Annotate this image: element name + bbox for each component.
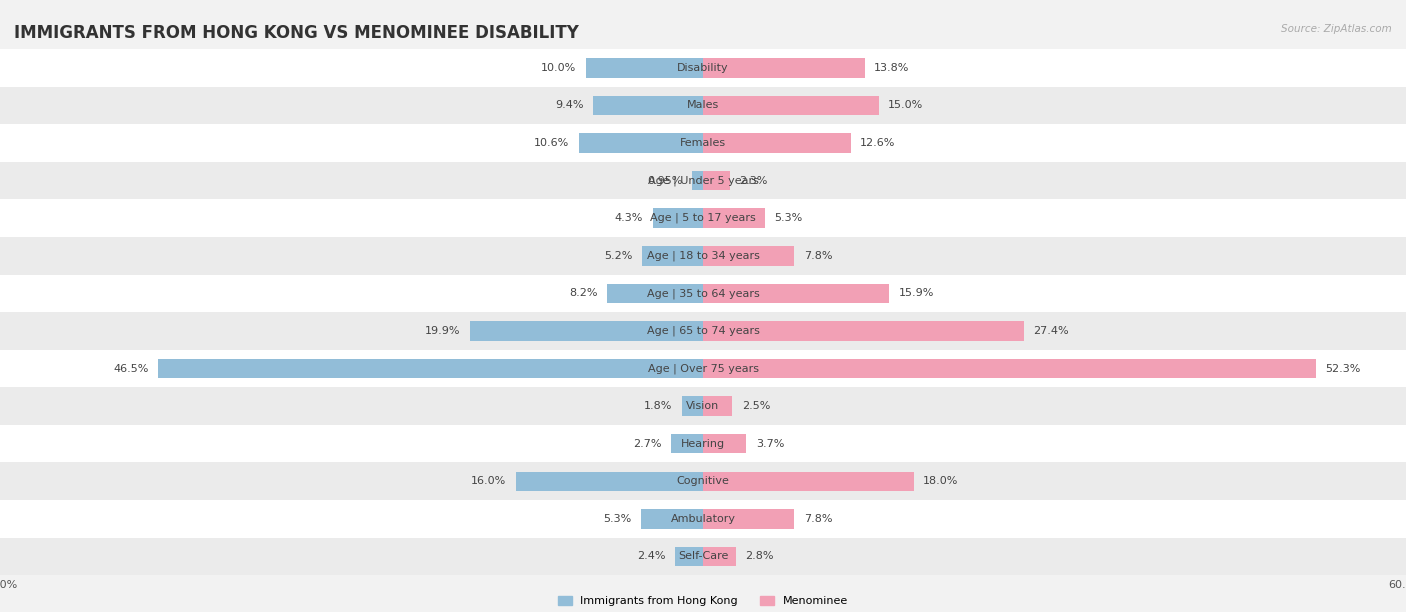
Bar [0,500,1406,538]
Bar [703,283,890,303]
Text: 2.4%: 2.4% [637,551,665,561]
Text: 27.4%: 27.4% [1033,326,1069,336]
Text: Age | 18 to 34 years: Age | 18 to 34 years [647,250,759,261]
Text: 7.8%: 7.8% [804,514,832,524]
Bar [703,509,794,529]
Text: 52.3%: 52.3% [1324,364,1361,373]
Bar [0,162,1406,200]
Text: 2.5%: 2.5% [742,401,770,411]
Bar [0,349,1406,387]
Text: 15.9%: 15.9% [898,288,934,298]
Text: Source: ZipAtlas.com: Source: ZipAtlas.com [1281,24,1392,34]
Bar [0,124,1406,162]
Bar [0,387,1406,425]
Text: Vision: Vision [686,401,720,411]
Text: 13.8%: 13.8% [875,63,910,73]
Text: Females: Females [681,138,725,148]
Bar [0,275,1406,312]
Bar [516,471,703,491]
Bar [703,397,733,416]
Text: 5.3%: 5.3% [603,514,631,524]
Bar [652,208,703,228]
Text: 8.2%: 8.2% [569,288,598,298]
Bar [157,359,703,378]
Bar [0,463,1406,500]
Text: 10.0%: 10.0% [541,63,576,73]
Bar [643,246,703,266]
Text: 2.7%: 2.7% [634,439,662,449]
Bar [586,58,703,78]
Bar [0,237,1406,275]
Text: 15.0%: 15.0% [889,100,924,110]
Text: 3.7%: 3.7% [756,439,785,449]
Bar [682,397,703,416]
Text: 5.2%: 5.2% [605,251,633,261]
Bar [675,547,703,566]
Bar [641,509,703,529]
Text: 46.5%: 46.5% [114,364,149,373]
Bar [593,95,703,115]
Text: Disability: Disability [678,63,728,73]
Bar [0,538,1406,575]
Text: 1.8%: 1.8% [644,401,672,411]
Text: Age | 65 to 74 years: Age | 65 to 74 years [647,326,759,336]
Text: 18.0%: 18.0% [924,476,959,487]
Bar [579,133,703,153]
Bar [672,434,703,453]
Bar [470,321,703,341]
Bar [703,58,865,78]
Bar [0,312,1406,349]
Bar [703,208,765,228]
Text: Age | 35 to 64 years: Age | 35 to 64 years [647,288,759,299]
Text: 4.3%: 4.3% [614,213,644,223]
Bar [0,86,1406,124]
Text: 5.3%: 5.3% [775,213,803,223]
Bar [703,359,1316,378]
Text: Self-Care: Self-Care [678,551,728,561]
Text: 12.6%: 12.6% [860,138,896,148]
Bar [692,171,703,190]
Bar [703,434,747,453]
Text: Age | 5 to 17 years: Age | 5 to 17 years [650,213,756,223]
Text: IMMIGRANTS FROM HONG KONG VS MENOMINEE DISABILITY: IMMIGRANTS FROM HONG KONG VS MENOMINEE D… [14,24,579,42]
Text: 16.0%: 16.0% [471,476,506,487]
Bar [703,547,735,566]
Legend: Immigrants from Hong Kong, Menominee: Immigrants from Hong Kong, Menominee [558,596,848,606]
Bar [607,283,703,303]
Text: 2.8%: 2.8% [745,551,773,561]
Bar [703,133,851,153]
Text: 9.4%: 9.4% [555,100,583,110]
Bar [703,321,1024,341]
Bar [0,49,1406,86]
Text: 10.6%: 10.6% [534,138,569,148]
Bar [703,171,730,190]
Bar [703,471,914,491]
Bar [703,95,879,115]
Text: 19.9%: 19.9% [425,326,461,336]
Text: Age | Over 75 years: Age | Over 75 years [648,364,758,374]
Text: Age | Under 5 years: Age | Under 5 years [648,175,758,186]
Text: 2.3%: 2.3% [740,176,768,185]
Text: Ambulatory: Ambulatory [671,514,735,524]
Text: 7.8%: 7.8% [804,251,832,261]
Bar [0,425,1406,463]
Bar [703,246,794,266]
Text: Cognitive: Cognitive [676,476,730,487]
Text: 0.95%: 0.95% [647,176,682,185]
Bar [0,200,1406,237]
Text: Hearing: Hearing [681,439,725,449]
Text: Males: Males [688,100,718,110]
